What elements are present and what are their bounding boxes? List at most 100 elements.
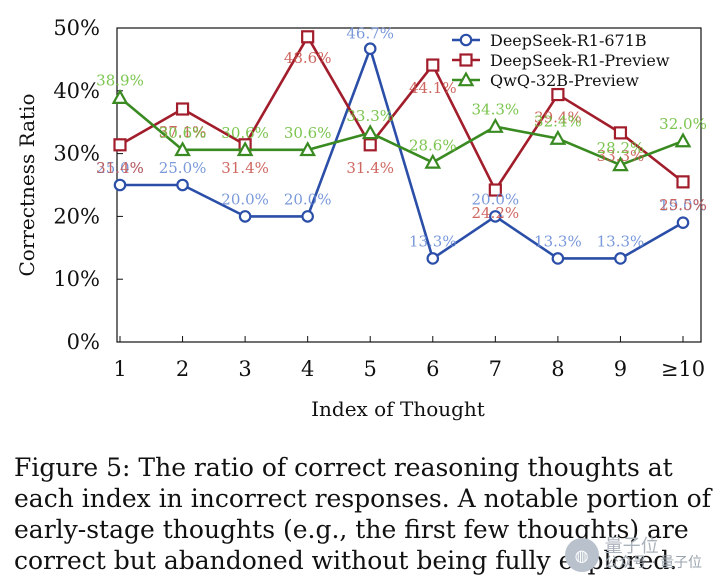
data-point — [176, 178, 189, 192]
legend-item: QwQ-32B-Preview — [452, 71, 639, 90]
data-point — [236, 141, 254, 157]
data-point — [486, 117, 504, 133]
data-label: 32.0% — [659, 115, 707, 133]
watermark: ◍ 量子位 公众号 · 量子位 — [564, 536, 702, 572]
data-point — [363, 138, 377, 152]
data-label: 28.6% — [409, 136, 457, 154]
data-label: 24.2% — [472, 204, 520, 222]
x-tick-label: 3 — [238, 357, 251, 381]
data-point — [551, 252, 565, 265]
data-point — [175, 102, 190, 116]
series-line — [119, 96, 684, 167]
data-label: 33.3% — [346, 107, 394, 125]
data-label: 20.0% — [472, 190, 520, 208]
y-tick-label: 50% — [53, 16, 100, 40]
legend-label: QwQ-32B-Preview — [490, 71, 639, 90]
data-label: 25.0% — [159, 159, 207, 177]
x-tick-label: 4 — [301, 357, 314, 381]
wechat-logo-icon: ◍ — [564, 538, 599, 572]
x-tick-label: 9 — [614, 357, 627, 381]
x-tick-label: 7 — [489, 357, 502, 381]
data-label: 28.2% — [597, 139, 645, 157]
data-point — [426, 252, 440, 265]
data-label: 13.3% — [534, 232, 582, 250]
data-point — [426, 58, 440, 72]
data-label: 30.6% — [159, 124, 207, 142]
legend-item: DeepSeek-R1-671B — [452, 31, 647, 50]
legend-item: DeepSeek-R1-Preview — [452, 51, 670, 70]
watermark-subtitle: 公众号 · 量子位 — [604, 555, 702, 571]
data-label: 33.3% — [597, 147, 645, 165]
y-axis-title: Correctness Ratio — [15, 93, 39, 276]
x-axis-title: Index of Thought — [311, 397, 485, 421]
data-label: 31.4% — [221, 159, 269, 177]
legend-label: DeepSeek-R1-671B — [490, 31, 647, 50]
data-point — [301, 210, 314, 223]
data-label: 37.1% — [159, 123, 207, 141]
series-deepseek-r1-671b — [113, 42, 690, 265]
data-label: 31.4% — [346, 159, 394, 177]
y-tick-label: 10% — [53, 267, 100, 291]
y-tick-label: 30% — [53, 142, 100, 166]
x-tick-label: 6 — [426, 357, 439, 381]
data-label: 46.7% — [346, 25, 394, 43]
series-line — [120, 47, 684, 260]
data-label: 20.0% — [221, 190, 269, 208]
data-label: 48.6% — [284, 49, 332, 67]
y-tick-label: 0% — [67, 330, 100, 354]
data-point — [424, 153, 442, 169]
x-tick-label: ≥10 — [661, 357, 705, 381]
data-point — [612, 156, 629, 172]
data-point — [299, 141, 317, 157]
data-label: 31.4% — [96, 159, 144, 177]
data-label: 38.9% — [96, 72, 144, 90]
data-label: 30.6% — [284, 124, 332, 142]
y-axis: 0% 10% 20% 30% 40% 50% — [53, 16, 123, 354]
series-layer — [111, 30, 692, 265]
data-point — [301, 30, 315, 44]
series-qwq-32b-preview — [111, 88, 692, 172]
data-label: 20.0% — [284, 190, 332, 208]
data-point — [238, 210, 252, 223]
legend: DeepSeek-R1-671BDeepSeek-R1-PreviewQwQ-3… — [452, 31, 670, 90]
data-point — [676, 216, 690, 229]
x-tick-label: 8 — [551, 357, 564, 381]
data-point — [113, 178, 127, 192]
data-point — [361, 124, 379, 140]
data-point — [459, 53, 473, 67]
data-point — [489, 210, 502, 223]
data-point — [488, 183, 502, 197]
data-label: 39.4% — [534, 109, 582, 127]
y-tick-label: 20% — [53, 204, 100, 228]
data-point — [549, 129, 567, 145]
data-labels: 25.0% 25.0% 20.0% 20.0% 46.7% 13.3% 20.0% 13.3%… — [96, 25, 707, 251]
y-tick-label: 40% — [53, 79, 100, 103]
data-point — [363, 42, 377, 56]
data-point — [676, 175, 690, 189]
data-label: 25.0% — [96, 159, 144, 177]
data-label: 32.4% — [534, 113, 582, 131]
data-point — [111, 88, 129, 105]
x-tick-label: 1 — [113, 357, 126, 381]
data-point — [614, 252, 627, 265]
data-point — [174, 141, 191, 157]
data-point — [674, 132, 692, 148]
legend-label: DeepSeek-R1-Preview — [490, 51, 670, 70]
x-axis: 1 2 3 4 5 6 7 8 9 ≥10 — [113, 336, 705, 381]
data-point — [551, 87, 565, 102]
data-label: 13.3% — [409, 232, 457, 250]
line-chart: 0%10%20%30%40%50% 1 2 3 4 5 6 7 8 9 ≥10 25.0% 25.0… — [15, 16, 707, 421]
data-point — [457, 71, 475, 87]
data-label: 19.0% — [659, 197, 707, 215]
x-tick-label: 2 — [176, 357, 189, 381]
data-label: 30.6% — [221, 124, 269, 142]
data-point — [613, 126, 628, 140]
data-label: 34.3% — [472, 101, 520, 119]
series-line — [119, 35, 684, 192]
watermark-title: 量子位 — [604, 536, 659, 557]
data-label: 44.1% — [409, 79, 457, 97]
data-point — [113, 138, 127, 152]
data-label: 13.3% — [597, 232, 645, 250]
data-label: 25.5% — [659, 196, 707, 214]
data-point — [459, 33, 473, 47]
